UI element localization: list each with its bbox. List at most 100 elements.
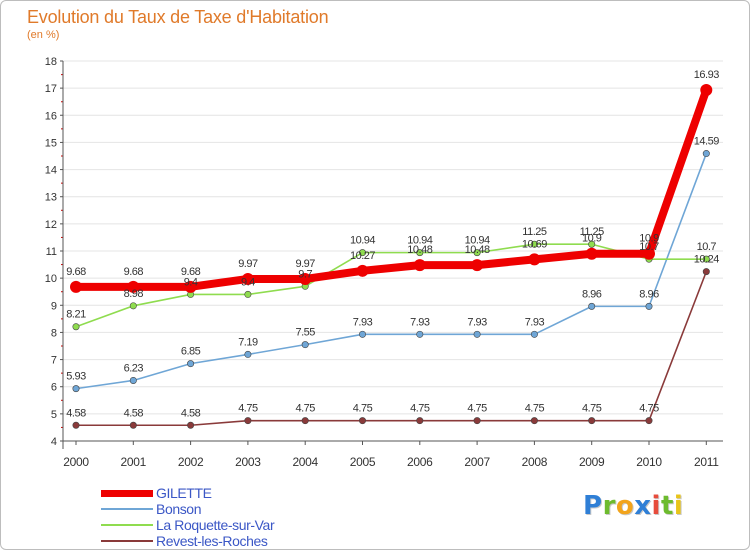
data-label: 4.75 (295, 403, 315, 415)
legend-swatch (101, 508, 153, 510)
data-point (187, 360, 195, 368)
logo-letter: i (673, 491, 684, 521)
y-tick-label: 14 (45, 165, 57, 177)
x-tick-label: 2011 (694, 455, 719, 469)
data-point (588, 240, 596, 248)
x-tick-label: 2007 (464, 455, 490, 469)
x-tick-label: 2002 (178, 455, 204, 469)
legend-label: Bonson (156, 501, 202, 517)
y-tick-label: 6 (51, 382, 57, 394)
data-label: 10.94 (407, 235, 432, 247)
logo-letter: r (602, 491, 616, 521)
data-point (358, 417, 366, 425)
x-tick-label: 2000 (63, 455, 89, 469)
data-label: 10.48 (407, 244, 432, 256)
x-tick-label: 2003 (235, 455, 261, 469)
legend-swatch (101, 489, 153, 497)
data-point (241, 272, 254, 285)
data-label: 4.75 (410, 403, 430, 415)
data-point (356, 264, 369, 277)
data-label: 10.69 (522, 238, 547, 250)
legend-item: Bonson (101, 501, 361, 517)
data-labels: 9.68 9.68 9.68 9.97 9.97 10.27 10.48 10.48 10.69… (66, 69, 719, 419)
data-label: 7.93 (410, 316, 430, 328)
logo-letter: x (634, 491, 652, 521)
data-label: 10.9 (639, 233, 659, 245)
data-point (72, 421, 80, 429)
data-label: 4.75 (639, 403, 659, 415)
data-label: 9.97 (295, 258, 315, 270)
data-label: 11.25 (522, 226, 547, 238)
data-point (244, 417, 252, 425)
x-tick-label: 2006 (407, 455, 433, 469)
logo-letter: i (651, 491, 661, 521)
data-label: 7.55 (295, 327, 315, 339)
y-tick-label: 17 (45, 83, 57, 95)
data-point (184, 280, 197, 293)
data-label: 9.68 (66, 266, 86, 278)
data-label: 11.25 (580, 226, 605, 238)
data-point (127, 280, 140, 293)
legend-item: La Roquette-sur-Var (101, 517, 361, 533)
data-label: 4.75 (525, 403, 545, 415)
legend-label: Revest-les-Roches (156, 533, 268, 549)
data-label: 9.4 (184, 276, 198, 288)
y-tick-label: 7 (51, 355, 57, 367)
x-tick-label: 2001 (121, 455, 147, 469)
data-point (244, 290, 252, 298)
data-point (645, 302, 653, 310)
data-point (72, 323, 80, 331)
data-point (530, 417, 538, 425)
data-label: 8.98 (124, 288, 144, 300)
data-point (416, 417, 424, 425)
data-label: 10.9 (582, 233, 602, 245)
data-point (244, 350, 252, 358)
x-tick-label: 2008 (522, 455, 548, 469)
data-point (413, 259, 426, 272)
y-tick-label: 10 (45, 273, 57, 285)
data-point (588, 302, 596, 310)
data-point (301, 341, 309, 349)
data-point (129, 302, 137, 310)
data-point (702, 268, 710, 276)
data-label: 10.7 (697, 241, 717, 253)
y-tick-label: 12 (45, 219, 57, 231)
chart-subtitle: (en %) (27, 29, 60, 41)
legend: GILETTE Bonson La Roquette-sur-Var Revest-l… (101, 485, 361, 549)
data-label: 4.75 (238, 403, 258, 415)
logo-letter: P (583, 491, 603, 521)
series-layer (70, 84, 713, 429)
data-label: 7.93 (353, 316, 373, 328)
legend-label: GILETTE (156, 485, 212, 501)
data-point (702, 255, 710, 263)
data-point (530, 330, 538, 338)
data-point (416, 249, 424, 257)
data-point (129, 376, 137, 384)
data-label: 9.68 (181, 266, 201, 278)
y-tick-label: 8 (51, 327, 57, 339)
data-label: 10.7 (639, 241, 659, 253)
data-label: 8.96 (639, 288, 659, 300)
y-tick-label: 13 (45, 192, 57, 204)
data-point (473, 417, 481, 425)
data-point (528, 253, 541, 266)
data-label: 9.97 (238, 258, 258, 270)
axes: 4 5 6 7 8 9 10 11 12 13 14 15 16 17 18 2000 2001 2002 2003… (45, 56, 723, 469)
series-line-gilette (72, 86, 711, 291)
data-point (72, 385, 80, 393)
data-point (301, 417, 309, 425)
legend-swatch (101, 540, 153, 542)
data-label: 6.23 (124, 362, 144, 374)
x-tick-label: 2009 (579, 455, 605, 469)
y-tick-label: 11 (46, 246, 57, 258)
data-label: 10.27 (350, 250, 375, 262)
data-label: 6.85 (181, 346, 201, 358)
series-line-bonson (75, 152, 708, 390)
data-point (473, 330, 481, 338)
y-tick-label: 9 (51, 300, 57, 312)
series-line-la-roquette-sur-var (75, 243, 708, 328)
data-point (471, 259, 484, 272)
data-label: 4.58 (66, 407, 86, 419)
data-label: 5.93 (66, 371, 86, 383)
y-tick-label: 5 (51, 409, 57, 421)
